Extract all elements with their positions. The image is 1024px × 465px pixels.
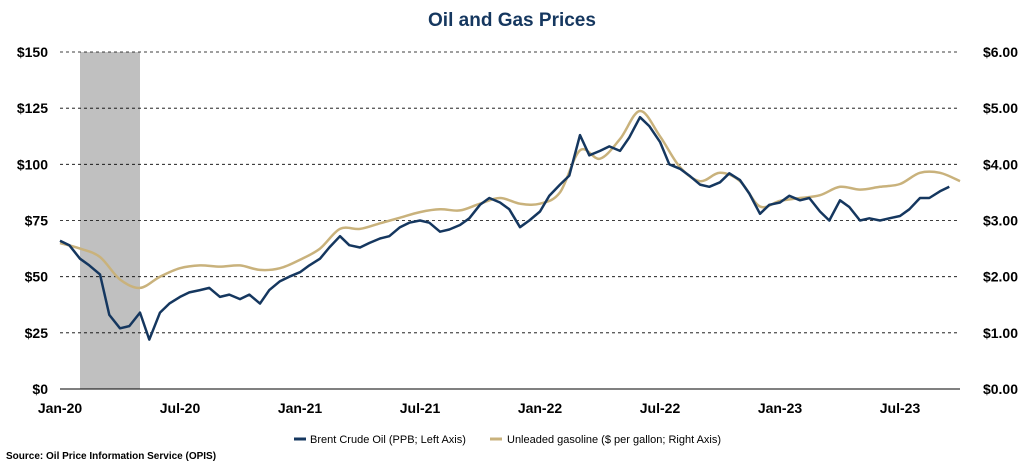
left-tick-label: $25: [25, 325, 49, 341]
x-tick-label: Jan-21: [278, 400, 323, 416]
right-axis-ticks: $0.00 $1.00 $2.00 $3.00 $4.00 $5.00 $6.00: [983, 44, 1018, 397]
left-tick-label: $50: [25, 269, 49, 285]
left-tick-label: $150: [17, 44, 48, 60]
legend: Brent Crude Oil (PPB; Left Axis) Unleade…: [294, 434, 721, 446]
right-tick-label: $0.00: [983, 381, 1018, 397]
left-tick-label: $125: [17, 100, 48, 116]
source-note: Source: Oil Price Information Service (O…: [6, 451, 216, 462]
left-tick-label: $100: [17, 156, 48, 172]
x-tick-label: Jan-23: [758, 400, 803, 416]
x-tick-label: Jul-20: [160, 400, 201, 416]
legend-gasoline-label: Unleaded gasoline ($ per gallon; Right A…: [507, 434, 721, 446]
x-tick-label: Jul-21: [400, 400, 441, 416]
right-tick-label: $1.00: [983, 325, 1018, 341]
right-tick-label: $4.00: [983, 156, 1018, 172]
left-tick-label: $75: [25, 213, 49, 229]
right-tick-label: $5.00: [983, 100, 1018, 116]
x-tick-label: Jan-20: [38, 400, 83, 416]
brent-series-line: [59, 115, 950, 341]
left-axis-ticks: $0 $25 $50 $75 $100 $125 $150: [17, 44, 48, 397]
gasoline-series-line: [59, 109, 961, 290]
right-tick-label: $2.00: [983, 269, 1018, 285]
right-tick-label: $6.00: [983, 44, 1018, 60]
right-tick-label: $3.00: [983, 213, 1018, 229]
chart-title: Oil and Gas Prices: [428, 10, 596, 31]
grid-lines: [60, 51, 960, 390]
x-tick-label: Jul-22: [640, 400, 681, 416]
x-axis-ticks: Jan-20 Jul-20 Jan-21 Jul-21 Jan-22 Jul-22 Jan-…: [38, 400, 921, 416]
x-tick-label: Jul-23: [880, 400, 921, 416]
legend-brent-label: Brent Crude Oil (PPB; Left Axis): [310, 434, 466, 446]
x-tick-label: Jan-22: [518, 400, 563, 416]
left-tick-label: $0: [32, 381, 48, 397]
